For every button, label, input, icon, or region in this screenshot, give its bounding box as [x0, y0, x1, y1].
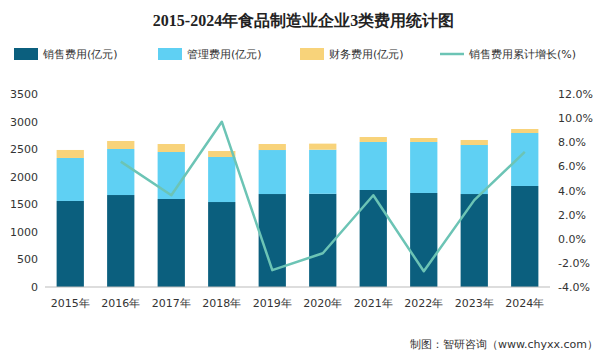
x-tick-label: 2022年: [404, 297, 443, 310]
bar: [57, 150, 84, 158]
legend-label: 管理费用(亿元): [187, 48, 262, 61]
y2-tick-label: 4.0%: [558, 185, 586, 198]
x-tick-label: 2024年: [505, 297, 544, 310]
y-tick-label: 2000: [10, 171, 38, 184]
y-tick-label: 1500: [10, 198, 38, 211]
y-tick-label: 3000: [10, 116, 38, 129]
bar: [511, 186, 538, 287]
title: 2015-2024年食品制造业企业3类费用统计图: [153, 12, 454, 29]
y2-tick-label: 8.0%: [558, 136, 586, 149]
line: [121, 122, 525, 272]
y2-tick-label: 12.0%: [558, 88, 593, 101]
y-tick: [42, 287, 45, 288]
bar: [511, 129, 538, 133]
legend-key: [14, 48, 38, 60]
y2-tick-label: 0.0%: [558, 233, 586, 246]
y2-tick: [550, 166, 553, 167]
legend-label: 财务费用(亿元): [329, 48, 404, 61]
bar: [461, 194, 488, 287]
y2-tick: [550, 262, 553, 263]
bar: [158, 144, 185, 152]
y-tick-label: 0: [31, 281, 38, 294]
y2-tick-label: -2.0%: [558, 257, 590, 270]
y-tick-label: 3500: [10, 88, 38, 101]
x-axis: [45, 287, 550, 288]
bar: [410, 142, 437, 193]
legend-key: [300, 48, 324, 60]
bar: [360, 137, 387, 142]
legend-label: 销售费用累计增长(%): [468, 48, 576, 61]
bar: [360, 142, 387, 190]
background: [0, 0, 607, 359]
x-tick-label: 2020年: [303, 297, 342, 310]
bar: [461, 140, 488, 145]
bar: [259, 144, 286, 150]
bar: [309, 150, 336, 194]
bar: [309, 144, 336, 150]
bar: [57, 201, 84, 287]
y2-tick: [550, 190, 553, 191]
y2-tick-label: 10.0%: [558, 112, 593, 125]
y-tick: [42, 94, 45, 95]
x-tick-label: 2023年: [455, 297, 494, 310]
bar: [107, 141, 134, 149]
y2-tick-label: 2.0%: [558, 209, 586, 222]
bar: [158, 199, 185, 287]
y2-tick: [550, 94, 553, 95]
x-tick-label: 2021年: [354, 297, 393, 310]
x-tick-label: 2017年: [152, 297, 191, 310]
y2-tick: [550, 214, 553, 215]
legend-label: 销售费用(亿元): [42, 48, 118, 61]
y-tick: [42, 149, 45, 150]
bar: [410, 138, 437, 142]
y-tick: [42, 231, 45, 232]
legend-key: [440, 53, 464, 56]
chart: 2015-2024年食品制造业企业3类费用统计图 0 500 1000 1500 2000…: [0, 0, 607, 359]
bar: [57, 158, 84, 201]
x-tick-label: 2016年: [101, 297, 140, 310]
y2-tick-label: -4.0%: [558, 281, 590, 294]
y2-tick: [550, 238, 553, 239]
y-tick-label: 2500: [10, 143, 38, 156]
y-tick: [42, 204, 45, 205]
y-tick: [42, 176, 45, 177]
bar: [461, 145, 488, 194]
bar: [309, 194, 336, 287]
bar: [107, 149, 134, 195]
x-tick-label: 2019年: [253, 297, 292, 310]
y-tick: [42, 259, 45, 260]
y2-tick: [550, 118, 553, 119]
legend-key: [158, 48, 182, 60]
bar: [208, 157, 235, 202]
y2-tick: [550, 142, 553, 143]
x-tick-label: 2018年: [202, 297, 241, 310]
bar: [410, 193, 437, 287]
x-tick-label: 2015年: [51, 297, 90, 310]
y-tick-label: 500: [17, 253, 38, 266]
y-tick-label: 1000: [10, 226, 38, 239]
source: 制图：智研咨询（www.chyxx.com）: [410, 338, 598, 351]
y2-tick-label: 6.0%: [558, 160, 586, 173]
bar: [208, 202, 235, 287]
bar: [158, 152, 185, 199]
y2-tick: [550, 287, 553, 288]
bar: [259, 150, 286, 194]
y-tick: [42, 121, 45, 122]
bar: [107, 195, 134, 287]
plot-area: [57, 122, 539, 287]
